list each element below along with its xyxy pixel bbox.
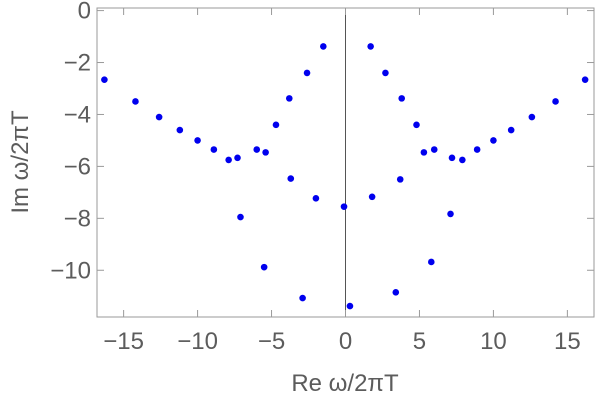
x-tick-label: −10 (177, 328, 218, 355)
data-point (260, 263, 268, 271)
data-point (285, 95, 293, 102)
data-point (253, 146, 261, 153)
data-point (340, 203, 348, 210)
data-point (225, 156, 232, 164)
data-point (398, 95, 406, 102)
x-tick-label: −5 (258, 328, 285, 355)
data-point (176, 126, 184, 134)
data-point (234, 154, 241, 162)
data-point (427, 258, 435, 266)
y-axis-label: Im ω/2πT (7, 110, 34, 214)
data-point (132, 98, 139, 105)
data-point (262, 149, 269, 156)
data-point (420, 149, 428, 156)
y-axis-ticks: 0 −2 −4 −6 −8 −10 (50, 0, 594, 284)
x-axis-ticks: −15 −10 −5 0 5 10 15 (103, 8, 581, 355)
data-point (368, 193, 376, 201)
x-tick-label: 15 (554, 328, 581, 355)
data-point (367, 43, 374, 50)
data-points (101, 43, 589, 310)
data-point (303, 69, 311, 77)
data-point (448, 154, 456, 162)
y-tick-label: −8 (64, 205, 91, 232)
data-point (287, 175, 295, 182)
y-tick-label: 0 (78, 0, 91, 25)
data-point (346, 302, 354, 310)
y-tick-label: −10 (50, 257, 91, 284)
y-tick-label: −2 (64, 50, 91, 77)
data-point (507, 126, 515, 134)
data-point (413, 121, 420, 129)
data-point (194, 137, 201, 144)
data-point (299, 294, 306, 302)
x-tick-label: 5 (413, 328, 426, 355)
data-point (320, 43, 327, 50)
x-tick-label: 0 (339, 328, 352, 355)
data-point (392, 289, 400, 296)
data-point (396, 176, 404, 183)
data-point (528, 113, 536, 121)
x-tick-label: 10 (480, 328, 507, 355)
data-point (552, 98, 559, 105)
data-point (101, 76, 108, 83)
data-point (237, 213, 244, 221)
y-tick-label: −6 (64, 153, 91, 180)
data-point (382, 69, 389, 77)
y-tick-label: −4 (64, 101, 91, 128)
data-point (473, 146, 481, 153)
x-tick-label: −15 (103, 328, 144, 355)
data-point (272, 121, 280, 129)
data-point (312, 195, 320, 202)
data-point (459, 156, 466, 164)
data-point (490, 137, 497, 144)
data-point (210, 146, 218, 153)
data-point (155, 113, 163, 121)
data-point (581, 76, 589, 83)
x-axis-label: Re ω/2πT (291, 370, 399, 397)
data-point (430, 146, 438, 153)
data-point (447, 210, 454, 218)
